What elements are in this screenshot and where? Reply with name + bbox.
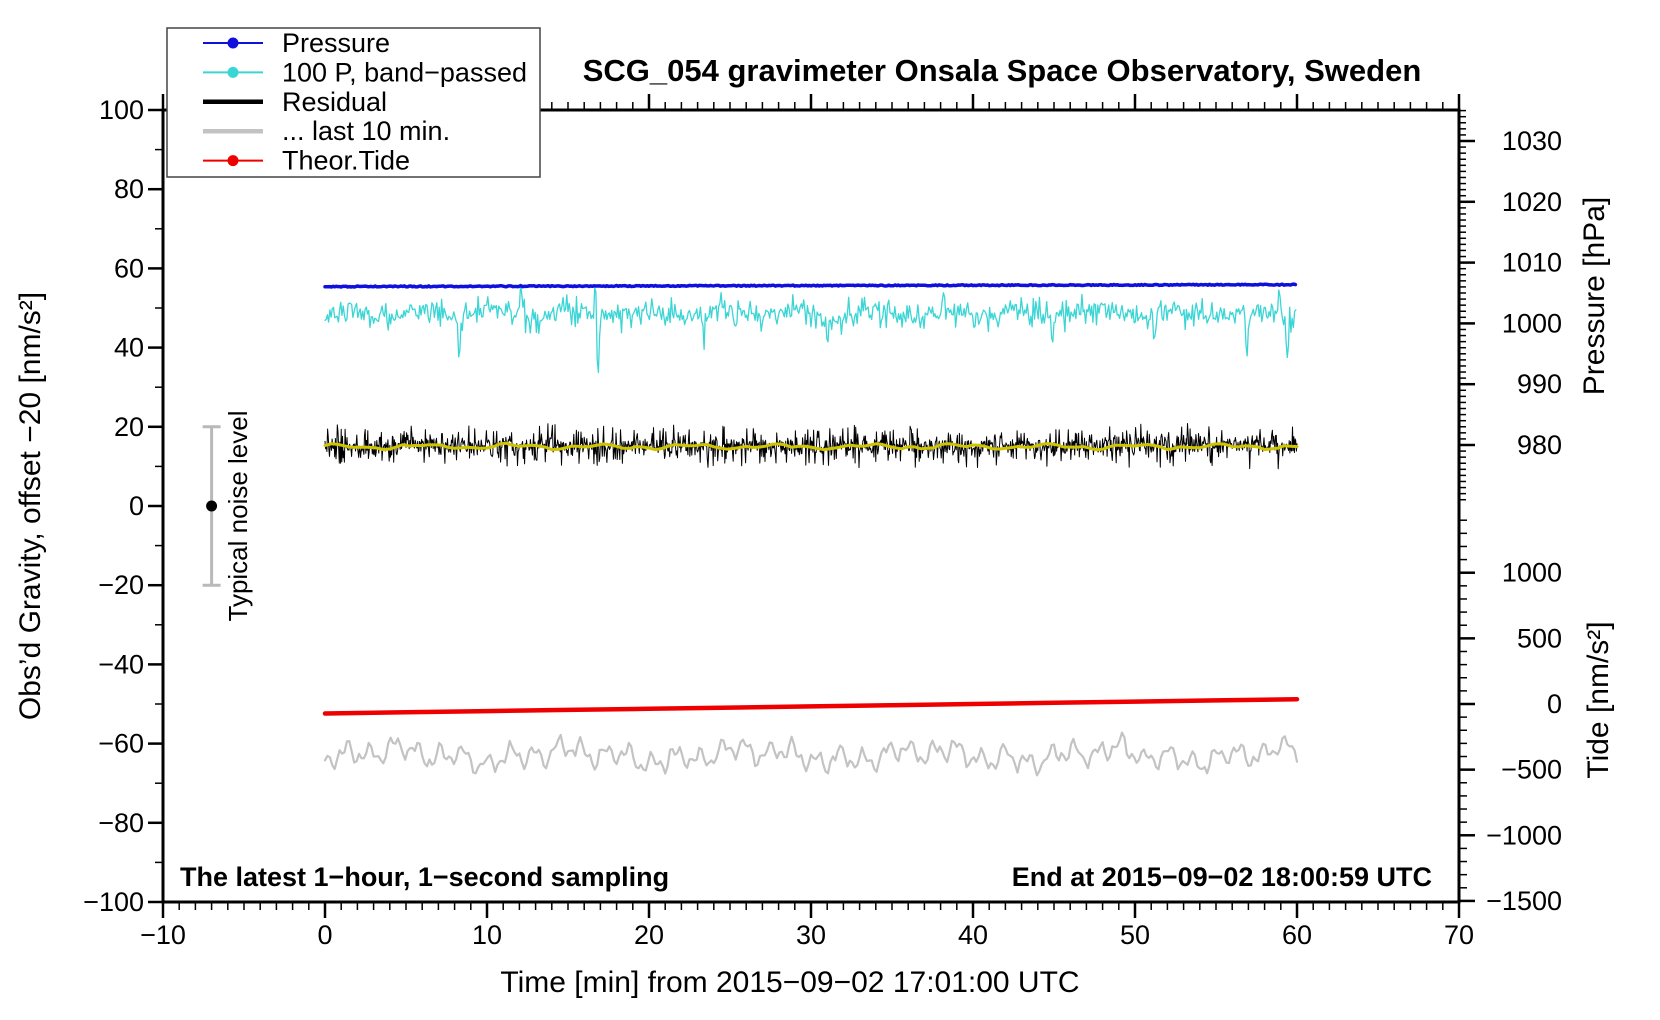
annotation-sampling: The latest 1−hour, 1−second sampling (180, 862, 669, 892)
legend-item-label: ... last 10 min. (282, 116, 450, 146)
left-tick-label: 100 (99, 95, 144, 125)
legend-item-label: Residual (282, 87, 387, 117)
left-tick-label: 40 (114, 333, 144, 363)
annotation-end-time: End at 2015−09−02 18:00:59 UTC (1012, 862, 1432, 892)
pressure-tick-label: 980 (1517, 430, 1562, 460)
noise-level-label: Typical noise level (223, 411, 253, 622)
legend-item-pressure: Pressure (203, 28, 390, 58)
plot-box (161, 108, 1461, 904)
noise-bar-dot (206, 500, 218, 512)
tide-tick-label: 1000 (1502, 558, 1562, 588)
pressure-tick-label: 1000 (1502, 308, 1562, 338)
legend-item-label: 100 P, band−passed (282, 57, 527, 87)
pressure-tick-label: 1020 (1502, 187, 1562, 217)
tide-axis-label: Tide [nm/s²] (1582, 621, 1615, 778)
left-tick-label: −40 (98, 649, 144, 679)
left-tick-label: 20 (114, 412, 144, 442)
series-residual (324, 423, 1298, 470)
pressure-tick-label: 1030 (1502, 126, 1562, 156)
series-layer (322, 282, 1300, 777)
legend-item-label: Theor.Tide (282, 146, 410, 176)
legend-item-residual: Residual (203, 87, 387, 117)
axis-ticks-layer: −10 0 10 20 30 40 50 60 70100806040200−20−40−60−… (83, 94, 1562, 950)
left-tick-label: 80 (114, 174, 144, 204)
series-pressure (323, 282, 1298, 289)
x-tick-label: 70 (1444, 920, 1474, 950)
series-residual-smoothed (323, 441, 1299, 452)
left-tick-label: −20 (98, 570, 144, 600)
legend-sample-dot (227, 66, 239, 78)
series-bandpassed (324, 283, 1297, 373)
series-theor-tide (322, 696, 1300, 716)
left-tick-label: −60 (98, 729, 144, 759)
x-tick-label: −10 (140, 920, 186, 950)
tide-tick-label: −500 (1501, 755, 1562, 785)
x-tick-label: 30 (796, 920, 826, 950)
tide-tick-label: −1500 (1486, 886, 1562, 916)
legend-item--last-10-min-: ... last 10 min. (203, 116, 450, 146)
x-tick-label: 10 (472, 920, 502, 950)
noise-errorbar (202, 425, 221, 587)
legend-sample-dot (227, 37, 239, 49)
left-tick-label: 60 (114, 253, 144, 283)
pressure-tick-label: 990 (1517, 369, 1562, 399)
pressure-axis-label: Pressure [hPa] (1578, 197, 1611, 395)
legend-item-theor-tide: Theor.Tide (203, 146, 410, 176)
left-tick-label: 0 (129, 491, 144, 521)
legend-item-label: Pressure (282, 28, 390, 58)
left-tick-label: −100 (83, 887, 144, 917)
legend-item-100-p-band-passed: 100 P, band−passed (203, 57, 527, 87)
x-tick-label: 60 (1282, 920, 1312, 950)
page-title: SCG_054 gravimeter Onsala Space Observat… (583, 53, 1422, 88)
x-tick-label: 40 (958, 920, 988, 950)
series-last10min (323, 731, 1299, 777)
tide-tick-label: 0 (1547, 689, 1562, 719)
tide-tick-label: 500 (1517, 623, 1562, 653)
x-tick-label: 20 (634, 920, 664, 950)
pressure-tick-label: 1010 (1502, 248, 1562, 278)
tide-tick-label: −1000 (1486, 820, 1562, 850)
legend-sample-dot (227, 155, 239, 167)
x-axis-label: Time [min] from 2015−09−02 17:01:00 UTC (500, 966, 1079, 999)
x-tick-label: 0 (317, 920, 332, 950)
left-tick-label: −80 (98, 808, 144, 838)
x-tick-label: 50 (1120, 920, 1150, 950)
left-axis-label: Obs’d Gravity, offset −20 [nm/s²] (14, 292, 47, 720)
